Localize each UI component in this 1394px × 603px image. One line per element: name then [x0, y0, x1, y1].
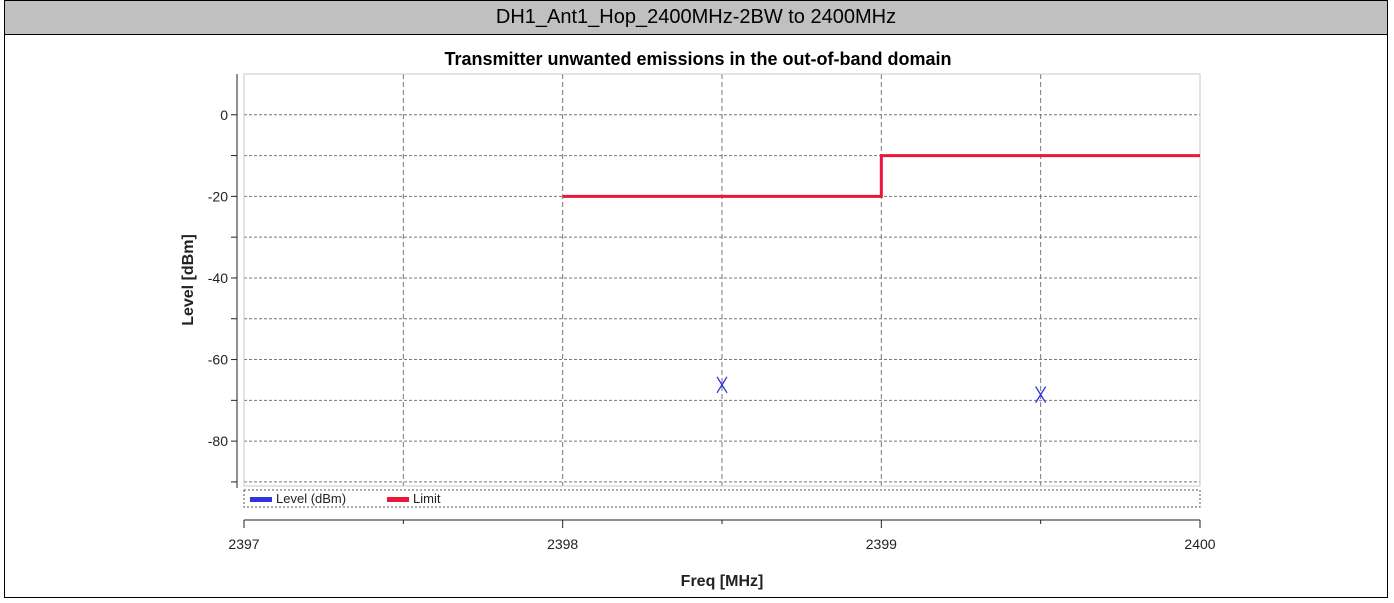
level-point [1035, 386, 1047, 403]
x-tick-label: 2397 [228, 536, 259, 552]
x-tick-label: 2398 [547, 536, 578, 552]
legend-box [243, 489, 1201, 508]
y-tick-label: -20 [208, 188, 228, 204]
chart-frame: DH1_Ant1_Hop_2400MHz-2BW to 2400MHz [4, 0, 1388, 598]
chart-header: DH1_Ant1_Hop_2400MHz-2BW to 2400MHz [5, 1, 1387, 35]
x-tick-label: 2399 [866, 536, 897, 552]
y-tick-label: -60 [208, 352, 228, 368]
legend-label-limit: Limit [413, 491, 441, 506]
limit-line [562, 154, 1200, 198]
level-point [716, 376, 728, 394]
y-axis-label: Level [dBm] [180, 234, 197, 326]
legend: Level (dBm) Limit [243, 489, 1201, 508]
y-tick-label: -80 [208, 433, 228, 449]
x-axis-label: Freq [MHz] [681, 573, 764, 590]
grid [244, 74, 1200, 486]
series-layer [562, 154, 1200, 403]
y-tick-label: 0 [220, 107, 228, 123]
legend-swatch-level [250, 497, 272, 502]
x-tick-label: 2400 [1184, 536, 1215, 552]
plot-area-border [243, 73, 1201, 487]
chart-title: Transmitter unwanted emissions in the ou… [444, 49, 951, 69]
y-ticks: 0 -20 -40 -60 -80 [208, 107, 237, 483]
legend-swatch-limit [387, 497, 409, 502]
legend-label-level: Level (dBm) [276, 491, 346, 506]
x-ticks: 2397 2398 2399 2400 [228, 520, 1216, 552]
y-tick-label: -40 [208, 270, 228, 286]
